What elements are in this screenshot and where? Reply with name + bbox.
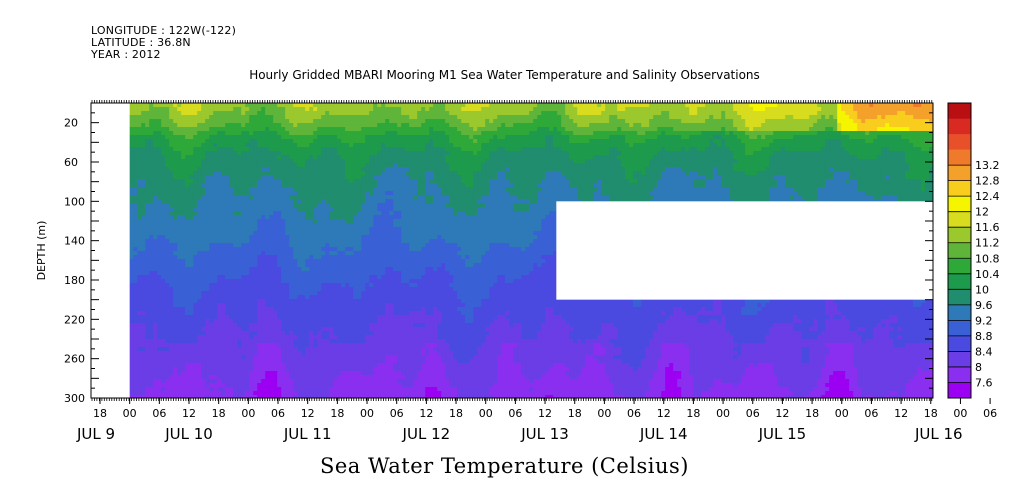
x-hour-label: 18 <box>93 407 107 420</box>
x-hour-label: 06 <box>508 407 522 420</box>
x-hour-label: 06 <box>390 407 404 420</box>
colorbar-frame <box>947 102 972 399</box>
y-tick-label: 20 <box>64 117 78 130</box>
missing-data-region <box>91 103 130 398</box>
colorbar-label: 11.6 <box>975 221 1000 234</box>
colorbar-label: 12 <box>975 206 989 219</box>
x-hour-label: 18 <box>212 407 226 420</box>
colorbar-swatch <box>948 351 971 368</box>
y-tick-label: 180 <box>64 274 85 287</box>
colorbar-label: 7.6 <box>975 376 993 389</box>
colorbar-label: 9.2 <box>975 314 993 327</box>
colorbar-label: 8.8 <box>975 330 993 343</box>
colorbar-swatch <box>948 258 971 274</box>
x-hour-label: 06 <box>983 407 997 420</box>
y-tick-label: 220 <box>64 313 85 326</box>
variable-title: Sea Water Temperature (Celsius) <box>319 454 689 478</box>
x-hour-label: 06 <box>627 407 641 420</box>
x-hour-label: 12 <box>894 407 908 420</box>
x-day-label: JUL 11 <box>283 425 332 443</box>
x-hour-label: 18 <box>805 407 819 420</box>
colorbar-swatch <box>948 320 971 337</box>
colorbar-swatch <box>948 335 971 352</box>
colorbar-swatch <box>948 289 971 306</box>
colorbar-swatch <box>948 211 971 228</box>
x-hour-label: 12 <box>538 407 552 420</box>
x-day-label: JUL 16 <box>914 425 963 443</box>
x-hour-label: 18 <box>449 407 463 420</box>
colorbar-label: 11.2 <box>975 237 1000 250</box>
y-axis-label: DEPTH (m) <box>35 221 48 281</box>
x-hour-label: 00 <box>953 407 967 420</box>
colorbar-label: 13.2 <box>975 159 1000 172</box>
x-day-label: JUL 13 <box>520 425 569 443</box>
y-tick-label: 60 <box>64 156 78 169</box>
x-day-label: JUL 9 <box>76 425 115 443</box>
colorbar-swatch <box>948 149 971 166</box>
x-hour-label: 18 <box>568 407 582 420</box>
colorbar-label: 10.4 <box>975 268 1000 281</box>
colorbar-swatch <box>948 118 971 135</box>
colorbar: 13.2 12.8 12.4 12 11.6 11.2 10.8 10.4 10 9.6 9.2 8.… <box>947 102 1000 399</box>
x-hour-label: 12 <box>182 407 196 420</box>
y-tick-label: 260 <box>64 353 85 366</box>
colorbar-swatch <box>948 273 971 290</box>
x-hour-label: 12 <box>657 407 671 420</box>
x-hour-label: 00 <box>597 407 611 420</box>
x-hour-label: 06 <box>271 407 285 420</box>
latitude-label: LATITUDE : 36.8N <box>91 36 191 49</box>
x-day-label: JUL 10 <box>164 425 213 443</box>
colorbar-label: 10.8 <box>975 252 1000 265</box>
colorbar-swatch <box>948 227 971 243</box>
colorbar-label: 8 <box>975 361 982 374</box>
y-tick-label: 100 <box>64 195 85 208</box>
colorbar-swatch <box>948 180 971 197</box>
x-hour-label: 12 <box>419 407 433 420</box>
x-hour-label: 00 <box>479 407 493 420</box>
colorbar-swatch <box>948 134 971 150</box>
x-day-label: JUL 14 <box>639 425 688 443</box>
colorbar-swatch <box>948 165 971 181</box>
x-hour-label: 18 <box>686 407 700 420</box>
y-tick-label: 140 <box>64 235 85 248</box>
x-hour-label: 06 <box>746 407 760 420</box>
year-label: YEAR : 2012 <box>91 48 161 61</box>
x-hour-label: 00 <box>123 407 137 420</box>
x-hour-label: 00 <box>360 407 374 420</box>
colorbar-swatch <box>948 304 971 321</box>
colorbar-label: 12.4 <box>975 190 1000 203</box>
x-hour-label: 00 <box>835 407 849 420</box>
x-hour-label: 00 <box>241 407 255 420</box>
missing-data-region <box>556 201 933 300</box>
x-hour-label: 00 <box>716 407 730 420</box>
x-hour-label: 06 <box>864 407 878 420</box>
x-day-label: JUL 15 <box>758 425 807 443</box>
colorbar-swatch <box>948 382 971 399</box>
colorbar-label: 12.8 <box>975 175 1000 188</box>
colorbar-swatch <box>948 366 971 383</box>
x-hour-label: 18 <box>330 407 344 420</box>
colorbar-label: 10 <box>975 283 989 296</box>
colorbar-label: 9.6 <box>975 299 993 312</box>
x-day-label: JUL 12 <box>402 425 451 443</box>
x-hour-label: 12 <box>301 407 315 420</box>
x-hour-label: 12 <box>775 407 789 420</box>
x-hour-label: 18 <box>924 407 938 420</box>
y-tick-label: 300 <box>64 392 85 405</box>
colorbar-swatch <box>948 242 971 259</box>
x-hour-label: 06 <box>152 407 166 420</box>
colorbar-label: 8.4 <box>975 345 993 358</box>
longitude-label: LONGITUDE : 122W(-122) <box>91 24 237 37</box>
chart-title: Hourly Gridded MBARI Mooring M1 Sea Wate… <box>249 68 760 82</box>
colorbar-swatch <box>948 103 971 119</box>
colorbar-swatch <box>948 196 971 212</box>
